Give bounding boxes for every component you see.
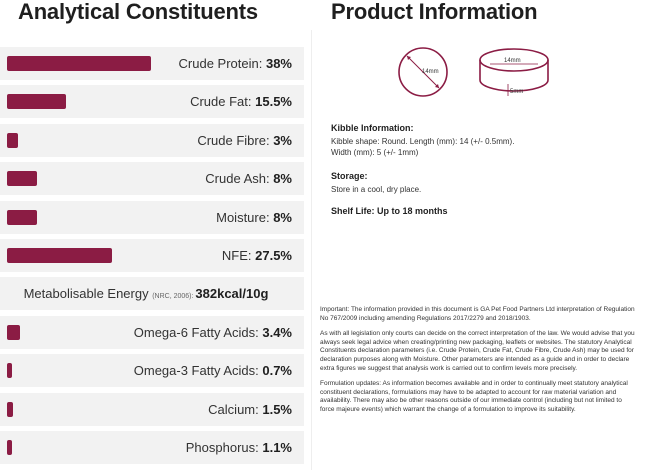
constituent-label: Moisture: 8% — [216, 201, 292, 234]
constituent-name: NFE: — [221, 247, 256, 263]
constituent-row: Omega-3 Fatty Acids: 0.7% — [0, 354, 304, 388]
analytical-constituents-title: Analytical Constituents — [18, 0, 258, 24]
constituent-name: Omega-6 Fatty Acids: — [133, 324, 263, 340]
constituent-bar — [7, 401, 13, 417]
constituent-value: 1.1% — [262, 439, 292, 455]
kibble-shape-icon: 14mm 14mm 5mm — [398, 47, 549, 97]
constituent-name: Phosphorus: — [185, 439, 263, 455]
legal-disclaimer: Important: The information provided in t… — [320, 306, 638, 422]
constituent-value: 15.5% — [255, 94, 292, 110]
constituent-bar — [7, 324, 20, 340]
constituent-name: Omega-3 Fatty Acids: — [133, 363, 263, 379]
constituent-row: Crude Fibre: 3% — [0, 123, 304, 157]
constituent-bar — [7, 209, 38, 225]
constituent-row: Crude Fat: 15.5% — [0, 85, 304, 119]
constituent-value: 0.7% — [262, 363, 292, 379]
constituent-name: Crude Fat: — [190, 94, 256, 110]
constituent-name: Moisture: — [216, 209, 274, 225]
constituent-row: Calcium: 1.5% — [0, 392, 304, 426]
constituent-value: 38% — [265, 56, 292, 71]
constituent-bar — [7, 94, 66, 110]
kibble-length-label: 14mm — [504, 58, 521, 64]
constituent-name: Crude Protein: — [178, 56, 266, 71]
constituent-name: Crude Ash: — [205, 171, 274, 187]
kibble-information: Kibble Information: Kibble shape: Round.… — [331, 123, 514, 158]
energy-value: 382kcal/10g — [195, 286, 269, 302]
constituent-label: NFE: 27.5% — [222, 239, 292, 272]
constituent-bar — [7, 363, 12, 379]
constituent-name: Crude Fibre: — [197, 132, 274, 148]
constituent-label: Calcium: 1.5% — [208, 393, 292, 426]
metabolisable-energy-row: Metabolisable Energy (NRC, 2006): 382kca… — [0, 277, 304, 311]
constituent-name: Calcium: — [208, 401, 263, 417]
disclaimer-paragraph: As with all legislation only courts can … — [320, 330, 635, 372]
constituent-value: 8% — [273, 171, 292, 187]
constituent-bar — [7, 439, 12, 455]
kibble-info-line2: Width (mm): 5 (+/- 1mm) — [331, 148, 419, 157]
kibble-diameter-label: 14mm — [422, 69, 439, 75]
constituents-list: Crude Protein: 38% Crude Fat: 15.5% Crude … — [0, 47, 304, 469]
product-information-title: Product Information — [331, 0, 538, 24]
constituent-value: 3.4% — [262, 324, 292, 340]
constituent-label: Crude Fibre: 3% — [197, 124, 292, 157]
constituent-label: Crude Fat: 15.5% — [190, 85, 292, 118]
constituent-row: Moisture: 8% — [0, 200, 304, 234]
constituent-label: Omega-6 Fatty Acids: 3.4% — [134, 316, 292, 349]
shelf-life-section: Shelf Life: Up to 18 months — [331, 206, 448, 219]
constituent-label: Omega-3 Fatty Acids: 0.7% — [134, 354, 292, 387]
constituent-bar — [7, 247, 112, 263]
constituent-bar — [7, 56, 152, 71]
energy-name: Metabolisable Energy — [23, 286, 153, 302]
storage-section: Storage: Store in a cool, dry place. — [331, 171, 421, 195]
constituent-row: NFE: 27.5% — [0, 238, 304, 272]
shelf-life-text: Shelf Life: Up to 18 months — [331, 206, 448, 216]
storage-heading: Storage: — [331, 171, 368, 181]
energy-note: (NRC, 2006): — [152, 293, 196, 301]
kibble-info-heading: Kibble Information: — [331, 123, 414, 133]
constituent-row: Crude Protein: 38% — [0, 47, 304, 80]
constituent-row: Omega-6 Fatty Acids: 3.4% — [0, 315, 304, 349]
kibble-width-label: 5mm — [510, 89, 523, 95]
constituent-label: Crude Protein: 38% — [179, 47, 292, 80]
constituent-label: Crude Ash: 8% — [205, 162, 292, 195]
constituent-value: 1.5% — [262, 401, 292, 417]
energy-label: Metabolisable Energy (NRC, 2006): 382kca… — [0, 277, 292, 310]
constituent-label: Phosphorus: 1.1% — [186, 431, 292, 464]
constituent-value: 3% — [273, 132, 292, 148]
column-divider — [311, 30, 312, 470]
constituent-row: Phosphorus: 1.1% — [0, 430, 304, 464]
constituent-row: Crude Ash: 8% — [0, 162, 304, 196]
constituent-bar — [7, 132, 19, 148]
kibble-info-line1: Kibble shape: Round. Length (mm): 14 (+/… — [331, 137, 515, 146]
constituent-value: 27.5% — [255, 247, 292, 263]
constituent-value: 8% — [273, 209, 292, 225]
disclaimer-paragraph: Important: The information provided in t… — [320, 306, 635, 322]
storage-text: Store in a cool, dry place. — [331, 185, 422, 194]
constituent-bar — [7, 171, 38, 187]
disclaimer-paragraph: Formulation updates: As information beco… — [320, 380, 628, 413]
